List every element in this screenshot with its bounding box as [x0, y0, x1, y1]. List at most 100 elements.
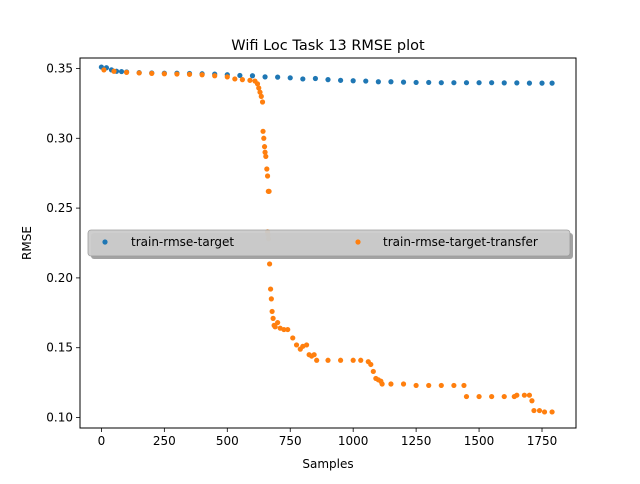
legend-label-train-rmse-target-transfer: train-rmse-target-transfer — [383, 235, 538, 249]
data-point — [311, 352, 317, 358]
data-point — [400, 381, 407, 387]
y-tick-label: 0.30 — [46, 131, 73, 145]
data-point — [275, 74, 281, 80]
legend-box — [87, 229, 571, 257]
data-point — [237, 72, 243, 79]
data-point — [531, 407, 537, 414]
data-point — [350, 78, 356, 84]
data-point — [438, 80, 444, 86]
data-point — [337, 357, 344, 363]
legend-marker-train-rmse-target — [102, 239, 108, 245]
x-axis-label: Samples — [302, 457, 353, 471]
data-point — [514, 80, 520, 86]
data-point — [101, 67, 107, 73]
data-point — [312, 75, 319, 82]
data-point — [325, 77, 331, 83]
data-point — [476, 393, 482, 400]
data-point — [536, 407, 543, 414]
data-point — [260, 128, 266, 134]
legend-label-train-rmse-target: train-rmse-target — [131, 235, 234, 249]
data-point — [451, 80, 457, 86]
data-point — [123, 69, 130, 75]
data-point — [438, 382, 444, 389]
data-point — [375, 79, 381, 85]
data-point — [521, 392, 527, 398]
data-point — [118, 68, 125, 75]
data-point — [111, 68, 117, 74]
data-point — [161, 71, 167, 77]
data-point — [199, 72, 205, 78]
data-point — [549, 409, 555, 415]
data-point — [270, 315, 276, 321]
data-point — [261, 135, 267, 141]
data-point — [461, 382, 467, 389]
x-tick-label: 1250 — [401, 434, 432, 448]
data-point — [337, 77, 344, 83]
data-point — [363, 78, 369, 84]
data-point — [275, 319, 281, 326]
data-point — [257, 89, 263, 95]
data-point — [549, 80, 555, 86]
data-point — [224, 74, 230, 80]
data-point — [285, 326, 291, 333]
data-point — [290, 335, 296, 341]
x-axis: 0 250 500 750 1000 1250 1500 1750 — [98, 428, 558, 448]
data-point — [370, 368, 376, 375]
y-axis: 0.10 0.15 0.20 0.25 0.30 0.35 — [46, 61, 80, 425]
y-tick-label: 0.35 — [46, 61, 73, 75]
data-point — [266, 261, 273, 267]
data-point — [267, 286, 274, 292]
data-point — [451, 382, 457, 389]
data-point — [489, 80, 495, 86]
data-point — [174, 71, 180, 77]
data-point — [287, 75, 293, 81]
data-point — [526, 392, 533, 398]
data-point — [262, 149, 268, 155]
data-point — [400, 79, 407, 85]
data-point — [501, 80, 507, 86]
data-point — [379, 381, 385, 387]
data-point — [539, 80, 545, 86]
data-point — [254, 81, 261, 87]
data-point — [149, 70, 155, 76]
data-point — [232, 76, 238, 82]
chart-title: Wifi Loc Task 13 RMSE plot — [231, 38, 425, 54]
data-point — [426, 79, 432, 86]
data-point — [501, 393, 507, 400]
data-point — [269, 308, 275, 315]
data-point — [249, 73, 256, 79]
y-axis-label: RMSE — [20, 226, 34, 260]
data-point — [489, 393, 495, 400]
data-point — [212, 73, 218, 79]
data-point — [136, 70, 142, 76]
data-point — [259, 99, 266, 105]
data-point — [266, 188, 272, 194]
x-tick-label: 750 — [279, 434, 302, 448]
data-point — [293, 342, 300, 348]
y-tick-label: 0.25 — [46, 201, 73, 215]
legend: train-rmse-target train-rmse-target-tran… — [87, 229, 573, 259]
data-point — [463, 80, 470, 86]
data-point — [272, 324, 278, 330]
data-point — [239, 77, 245, 83]
data-point — [186, 71, 193, 77]
y-tick-label: 0.15 — [46, 341, 73, 355]
data-point — [388, 381, 394, 387]
data-point — [304, 342, 310, 348]
y-tick-label: 0.10 — [46, 411, 73, 425]
series-train-rmse-target — [98, 64, 555, 86]
data-point — [350, 357, 356, 363]
x-tick-label: 0 — [98, 434, 106, 448]
data-point — [526, 80, 533, 86]
data-point — [413, 382, 419, 389]
data-point — [476, 80, 482, 86]
data-point — [541, 409, 548, 415]
data-point — [368, 361, 374, 368]
x-tick-label: 250 — [153, 434, 176, 448]
data-point — [262, 74, 268, 80]
y-tick-label: 0.20 — [46, 271, 73, 285]
data-point — [256, 85, 262, 91]
data-point — [268, 296, 274, 302]
x-tick-label: 1750 — [527, 434, 558, 448]
